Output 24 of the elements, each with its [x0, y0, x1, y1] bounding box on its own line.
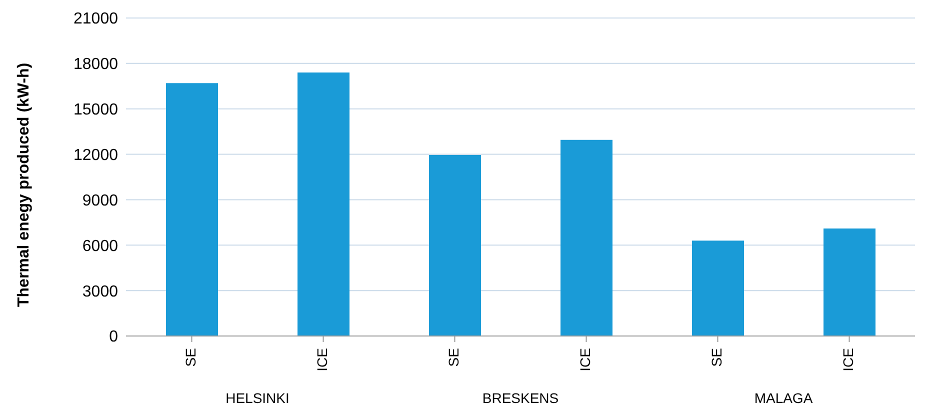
y-tick-label: 9000	[82, 192, 118, 210]
x-tick-label: ICE	[314, 348, 330, 372]
y-axis-title: Thermal enegy produced (kW-h)	[16, 62, 33, 307]
y-tick-label: 0	[109, 328, 118, 346]
y-tick-label: 3000	[82, 283, 118, 300]
y-tick-label: 21000	[74, 10, 118, 28]
y-tick-label: 15000	[74, 102, 118, 119]
text: BRESKENS	[481, 390, 560, 406]
x-tick-label: ICE	[840, 348, 856, 372]
x-tick-label: SE	[445, 348, 462, 367]
bar	[824, 228, 876, 336]
bar	[298, 72, 350, 336]
y-tick-label: 12000	[74, 146, 118, 164]
bar	[692, 240, 744, 336]
text: HELSINKI	[224, 390, 290, 406]
bar	[166, 83, 218, 336]
y-tick-label: 6000	[82, 238, 118, 255]
bar	[560, 140, 612, 336]
bar	[429, 155, 481, 336]
x-tick-label: SE	[708, 348, 724, 367]
text: MALAGA	[753, 390, 814, 406]
x-tick-label: ICE	[576, 348, 593, 372]
y-tick-label: 18000	[74, 56, 118, 74]
x-tick-label: SE	[182, 348, 198, 367]
